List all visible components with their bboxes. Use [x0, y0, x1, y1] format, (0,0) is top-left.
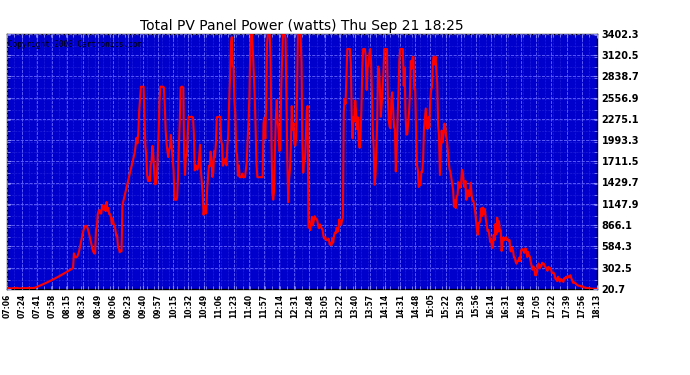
Text: Copyright 2008 Cartronics.com: Copyright 2008 Cartronics.com — [8, 40, 142, 49]
Title: Total PV Panel Power (watts) Thu Sep 21 18:25: Total PV Panel Power (watts) Thu Sep 21 … — [140, 19, 464, 33]
